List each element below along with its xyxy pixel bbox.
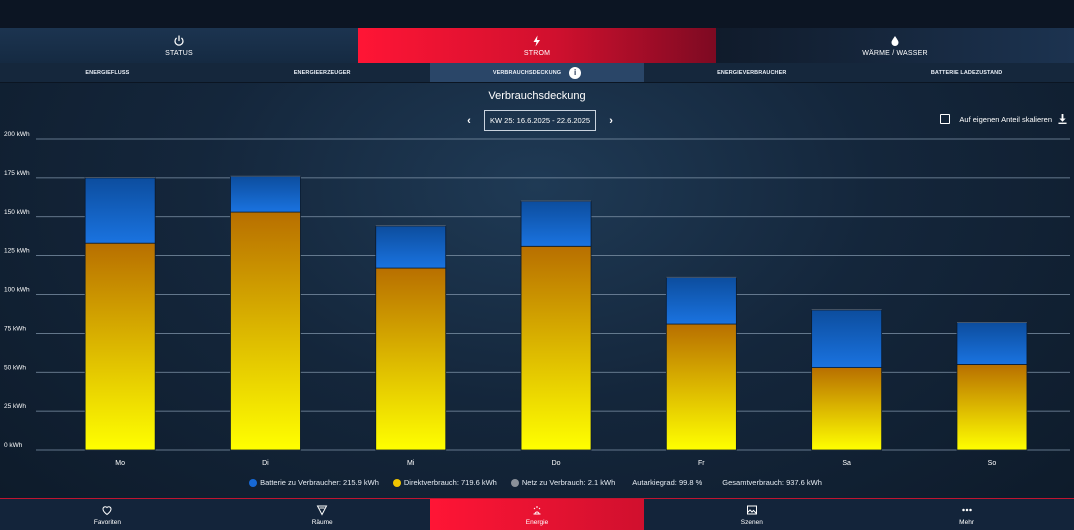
chevron-left-icon[interactable]: ‹ [467,114,471,127]
rooms-icon [316,505,328,516]
legend-battery[interactable]: Batterie zu Verbraucher: 215.9 kWh [249,478,379,487]
y-tick-label: 100 kWh [4,287,30,294]
y-tick-label: 200 kWh [4,131,30,138]
subtab-label: ENERGIEVERBRAUCHER [717,69,787,76]
bar-segment-direktverbrauch[interactable] [375,267,447,451]
bar-segment-batterie-zu-verbraucher[interactable] [230,175,301,213]
y-tick-label: 50 kWh [4,364,26,371]
stacked-bar-chart: 0 kWh 25 kWh 50 kWh 75 kWh 100 kWh 125 kWh 150… [4,131,1070,467]
chart-legend: Batterie zu Verbraucher: 215.9 kWh Direk… [0,478,1074,487]
x-tick-label: Di [262,460,269,467]
x-tick-label: Mo [115,460,125,467]
tab-waerme-wasser[interactable]: WÄRME / WASSER [716,28,1074,63]
x-tick-label: Do [552,460,561,467]
nav-label: Szenen [740,518,763,526]
y-tick-label: 25 kWh [4,403,26,410]
grid-dot-icon [510,478,519,487]
x-tick-label: Mi [407,460,415,467]
chevron-right-icon[interactable]: › [609,114,613,127]
bar-segment-direktverbrauch[interactable] [84,242,156,451]
bar-segment-batterie-zu-verbraucher[interactable] [665,276,737,325]
nav-szenen[interactable]: Szenen [644,499,859,530]
energy-icon [533,505,541,514]
nav-label: Energie [525,518,549,526]
subtab-label: ENERGIEERZEUGER [293,69,351,76]
heart-icon [102,505,112,515]
legend-direct[interactable]: Direktverbrauch: 719.6 kWh [392,478,497,487]
y-tick-label: 175 kWh [4,170,30,177]
bar-segment-batterie-zu-verbraucher[interactable] [956,322,1028,365]
subtab-verbrauchsdeckung[interactable]: VERBRAUCHSDECKUNG i [429,63,645,82]
bar-segment-direktverbrauch[interactable] [665,323,737,451]
page-title: Verbrauchsdeckung [488,90,586,102]
tab-status-label: STATUS [165,49,193,57]
nav-label: Räume [311,518,333,526]
bar-segment-batterie-zu-verbraucher[interactable] [84,177,156,244]
bar-segment-direktverbrauch[interactable] [956,364,1028,451]
bottom-nav: Favoriten Räume Energie Szenen Mehr [0,498,1074,530]
week-navigator: ‹ KW 25: 16.6.2025 - 22.6.2025 › [462,110,618,131]
bar-segment-direktverbrauch[interactable] [520,245,592,451]
scale-label: Auf eigenen Anteil skalieren [959,114,1052,124]
image-icon [746,505,757,514]
bar-segment-direktverbrauch[interactable] [811,367,883,451]
y-tick-label: 75 kWh [4,325,26,332]
legend-battery-label: Batterie zu Verbraucher: 215.9 kWh [260,478,379,487]
bar-segment-batterie-zu-verbraucher[interactable] [375,225,447,269]
legend-direct-label: Direktverbrauch: 719.6 kWh [403,478,497,487]
x-tick-label: Fr [698,460,705,467]
battery-dot-icon [249,478,258,487]
nav-mehr[interactable]: Mehr [859,499,1074,530]
y-tick-label: 150 kWh [4,209,30,216]
bar-segment-batterie-zu-verbraucher[interactable] [520,200,592,247]
nav-raeume[interactable]: Räume [215,499,430,530]
legend-grid-label: Netz zu Verbrauch: 2.1 kWh [521,478,616,487]
top-strip [0,0,1074,28]
subtab-label: VERBRAUCHSDECKUNG [492,69,562,76]
total-consumption: Gesamtverbrauch: 937.6 kWh [722,478,822,487]
subtab-energieverbraucher[interactable]: ENERGIEVERBRAUCHER [644,63,859,82]
bar-segment-direktverbrauch[interactable] [230,211,301,451]
download-icon[interactable] [1058,114,1067,124]
x-tick-label: So [988,460,997,467]
main-tabs: STATUS STROM WÄRME / WASSER [0,28,1074,63]
y-tick-label: 0 kWh [4,442,23,449]
nav-label: Mehr [959,518,974,526]
tab-waerme-label: WÄRME / WASSER [862,49,928,57]
subtab-label: ENERGIEFLUSS [85,69,130,76]
bar-segment-batterie-zu-verbraucher[interactable] [811,309,883,368]
nav-energie[interactable]: Energie [429,499,645,530]
subtab-label: BATTERIE LADEZUSTAND [930,69,1003,76]
more-icon [961,508,972,511]
info-icon[interactable]: i [569,66,582,79]
tab-status[interactable]: STATUS [0,28,358,63]
direct-dot-icon [392,478,401,487]
subtab-batterie-ladezustand[interactable]: BATTERIE LADEZUSTAND [859,63,1074,82]
scale-option: Auf eigenen Anteil skalieren [940,114,1067,124]
legend-grid[interactable]: Netz zu Verbrauch: 2.1 kWh [510,478,616,487]
lightning-icon [533,35,540,46]
power-icon [174,34,184,46]
subtab-energieerzeuger[interactable]: ENERGIEERZEUGER [215,63,430,82]
nav-label: Favoriten [93,518,121,526]
week-selector[interactable]: KW 25: 16.6.2025 - 22.6.2025 [484,110,597,131]
sub-tabs: ENERGIEFLUSS ENERGIEERZEUGER VERBRAUCHSD… [0,63,1074,83]
tab-strom[interactable]: STROM [358,28,716,63]
subtab-energiefluss[interactable]: ENERGIEFLUSS [0,63,215,82]
autarky-value: Autarkiegrad: 99.8 % [632,478,703,487]
tab-strom-label: STROM [523,49,551,57]
x-tick-label: Sa [842,460,851,467]
y-tick-label: 125 kWh [4,248,30,255]
scale-checkbox[interactable] [940,114,951,124]
nav-favoriten[interactable]: Favoriten [0,499,215,530]
water-drop-icon [891,35,899,46]
